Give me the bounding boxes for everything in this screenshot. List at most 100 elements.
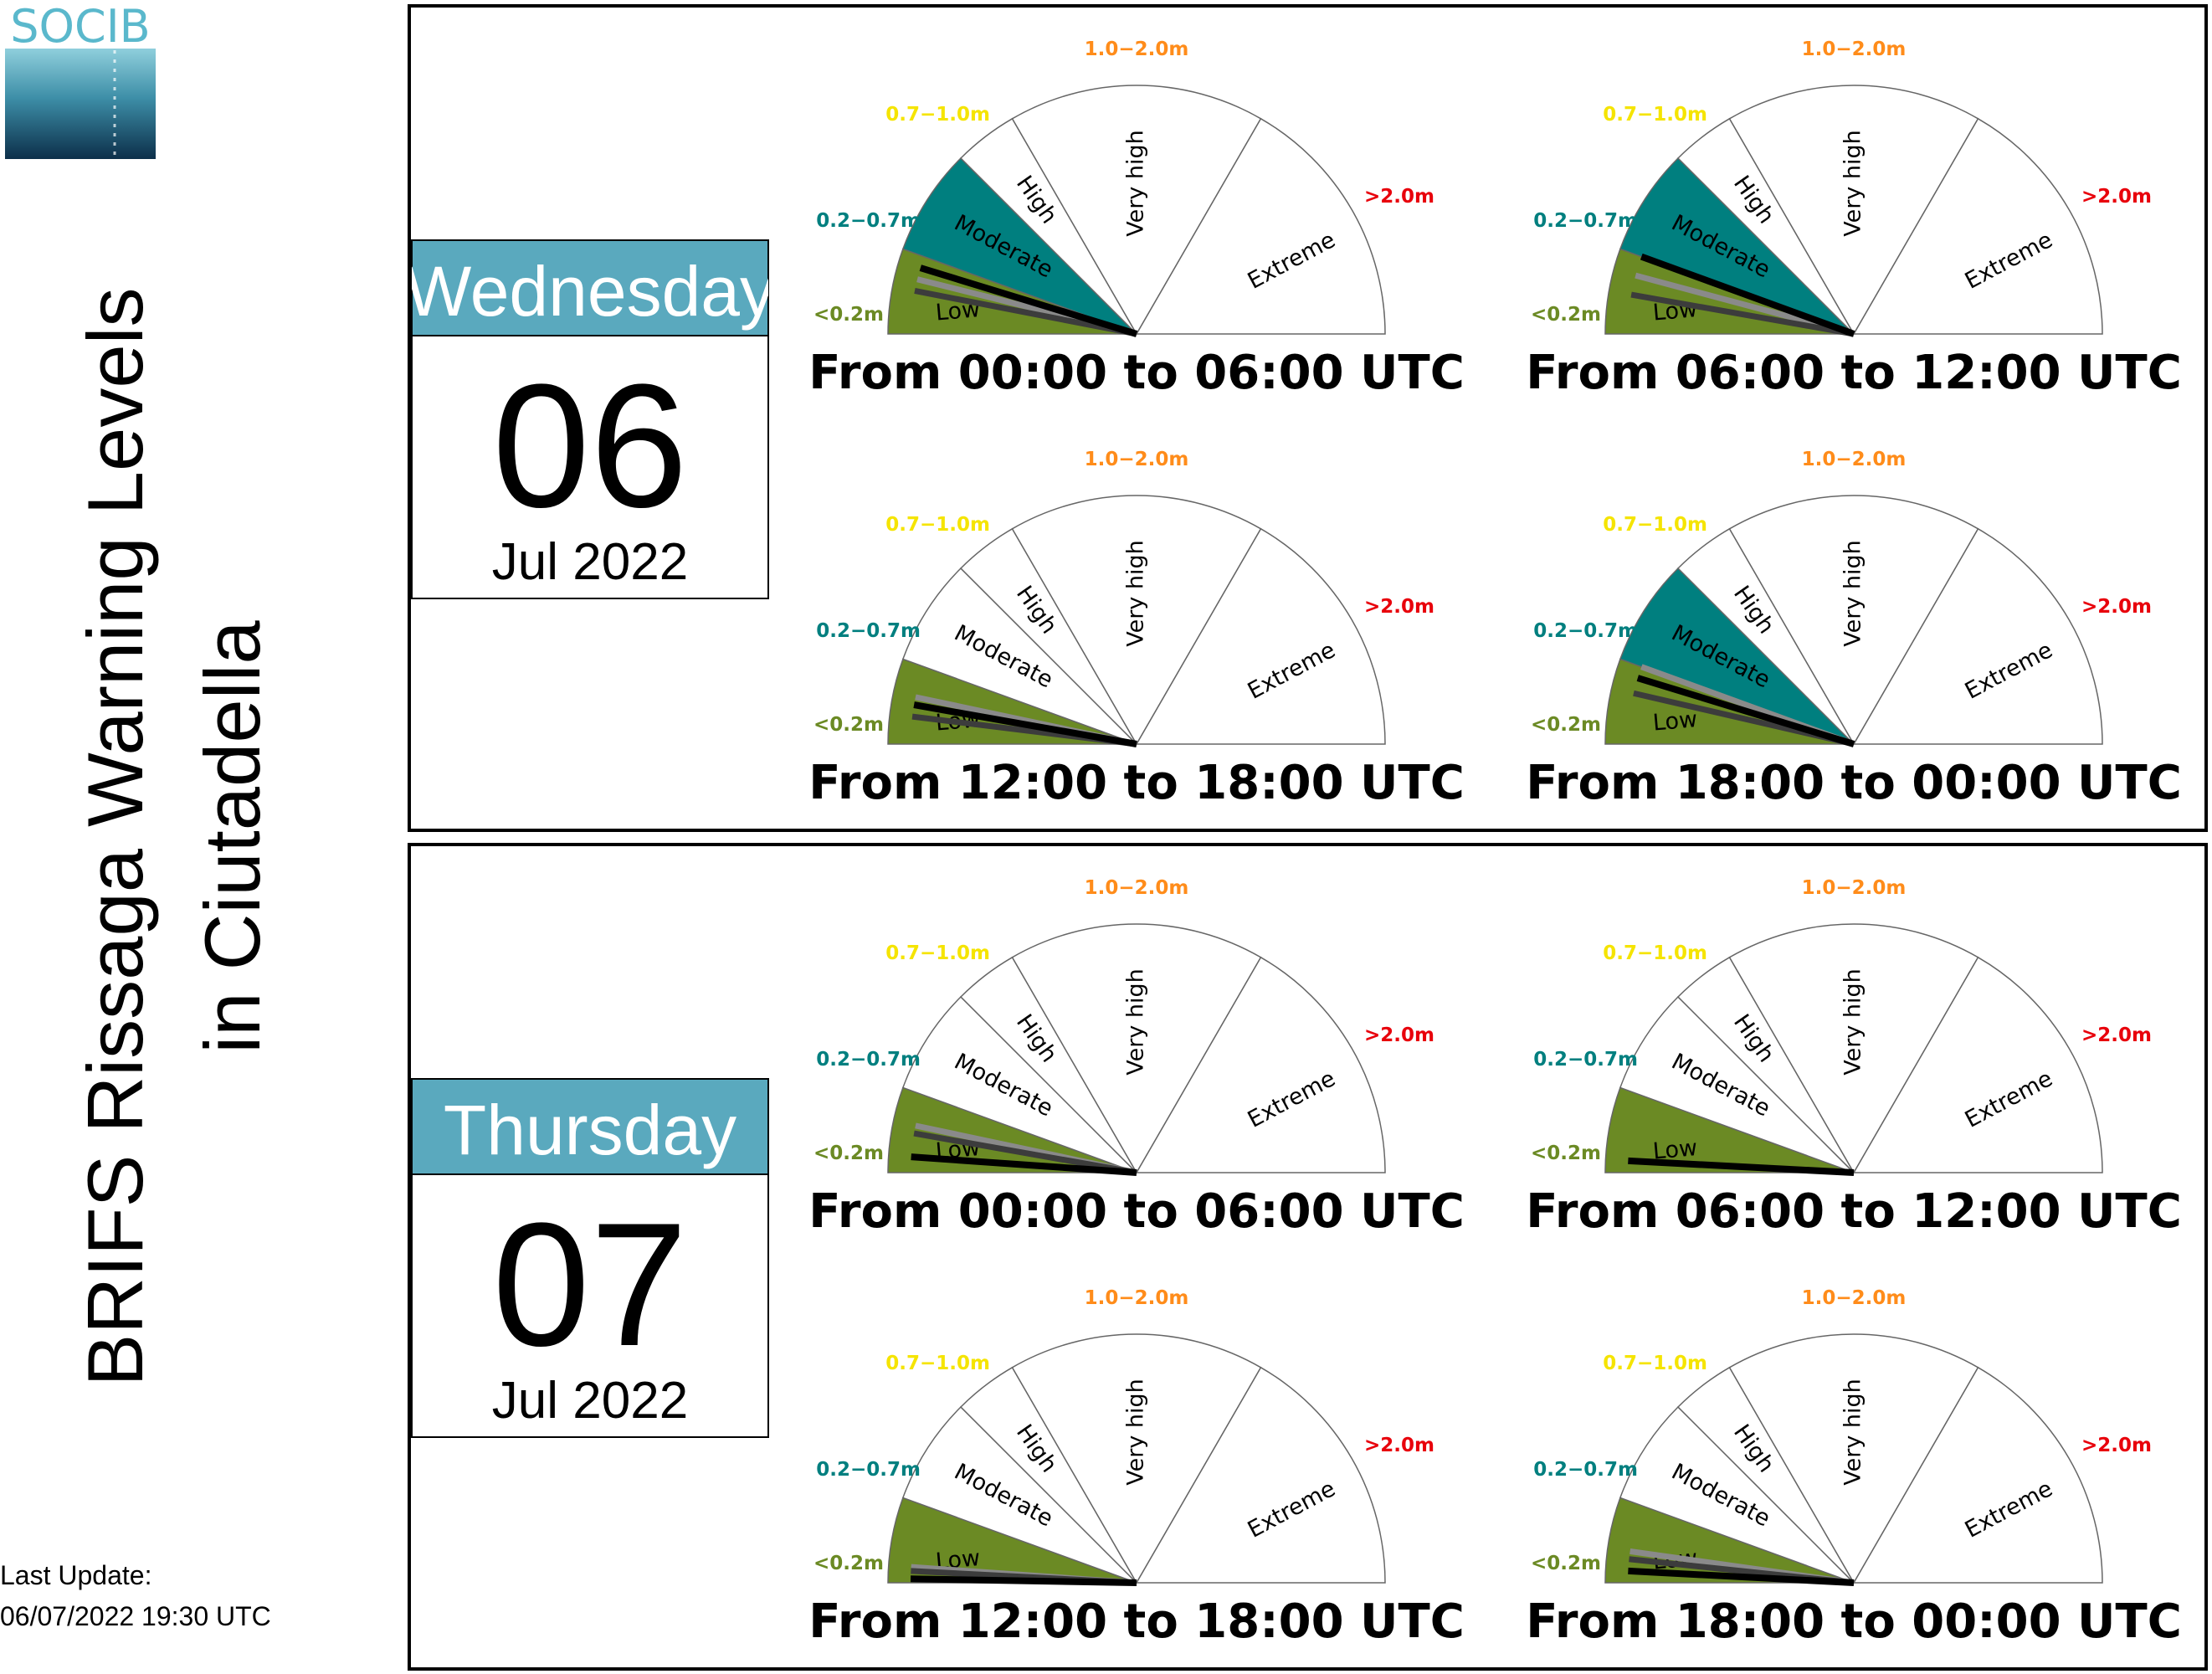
threshold-label: 0.2−0.7m (1533, 1049, 1638, 1071)
threshold-label: <0.2m (813, 304, 884, 326)
threshold-label: <0.2m (813, 714, 884, 736)
threshold-label: 1.0−2.0m (1085, 39, 1189, 60)
logo-text: SOCIB (10, 0, 150, 53)
gauge-zone-moderate (901, 995, 1137, 1173)
period-label: From 18:00 to 00:00 UTC (1526, 1594, 2182, 1649)
gauge-zone-extreme (1135, 527, 1386, 745)
period-label: From 12:00 to 18:00 UTC (808, 1594, 1465, 1649)
date-card (411, 1173, 769, 1438)
gauge-zone-moderate (1619, 1405, 1855, 1584)
zone-label-very_high: Very high (1123, 968, 1149, 1076)
threshold-label: 0.7−1.0m (885, 942, 990, 964)
threshold-label: 0.7−1.0m (1603, 514, 1707, 536)
needle-black (1628, 1567, 1855, 1586)
socib-logo: SOCIB (5, 0, 156, 159)
period-label: From 06:00 to 12:00 UTC (1526, 1184, 2182, 1239)
threshold-label: <0.2m (1531, 1553, 1601, 1574)
zone-label-very_high: Very high (1840, 130, 1866, 237)
threshold-label: 0.7−1.0m (885, 514, 990, 536)
last-update-value: 06/07/2022 19:30 UTC (0, 1601, 271, 1631)
threshold-label: >2.0m (2081, 1435, 2152, 1456)
zone-label-very_high: Very high (1840, 1379, 1866, 1486)
threshold-label: 1.0−2.0m (1085, 449, 1189, 470)
gauge-zone-extreme (1135, 956, 1386, 1173)
gauge-zone-extreme (1852, 527, 2103, 745)
threshold-label: <0.2m (813, 1553, 884, 1574)
weekday-text: Wednesday (405, 252, 775, 331)
threshold-label: 0.2−0.7m (1533, 620, 1638, 642)
title-line1: BRIFS Rissaga Warning Levels (71, 287, 159, 1386)
threshold-label: 1.0−2.0m (1802, 877, 1907, 899)
weekday-text: Thursday (444, 1091, 736, 1169)
zone-label-very_high: Very high (1123, 130, 1149, 237)
threshold-label: >2.0m (2081, 186, 2152, 208)
needle-dark (1630, 291, 1855, 337)
threshold-label: 0.7−1.0m (1603, 942, 1707, 964)
needle-dark (913, 1130, 1137, 1176)
gauge-zone-moderate (1619, 995, 1855, 1173)
period-label: From 06:00 to 12:00 UTC (1526, 346, 2182, 400)
gauge-zone-moderate (1619, 567, 1855, 745)
gauge-zone-extreme (1135, 117, 1386, 335)
threshold-label: <0.2m (1531, 304, 1601, 326)
period-label: From 18:00 to 00:00 UTC (1526, 756, 2182, 810)
needle-black (913, 701, 1137, 747)
gauge-zone-extreme (1135, 1366, 1386, 1584)
needle-black (1628, 1157, 1855, 1176)
threshold-label: 0.7−1.0m (1603, 104, 1707, 126)
needle-black (911, 1153, 1137, 1176)
threshold-label: 1.0−2.0m (1802, 1287, 1907, 1309)
gauge-zone-very_high (1728, 923, 1979, 1174)
gauge-zone-extreme (1852, 1366, 2103, 1584)
zone-label-low: Low (1652, 706, 1699, 737)
threshold-label: >2.0m (2081, 596, 2152, 618)
period-label: From 12:00 to 18:00 UTC (808, 756, 1465, 810)
threshold-label: 0.2−0.7m (816, 620, 921, 642)
threshold-label: 0.7−1.0m (885, 1353, 990, 1374)
logo-wave-mark (5, 49, 156, 159)
gauge-zone-moderate (901, 567, 1137, 745)
threshold-label: >2.0m (1364, 1024, 1434, 1046)
threshold-label: 0.2−0.7m (816, 210, 921, 232)
gauge-zone-very_high (1011, 495, 1262, 746)
gauge-zone-very_high (1728, 1333, 1979, 1584)
threshold-label: >2.0m (1364, 186, 1434, 208)
threshold-label: >2.0m (2081, 1024, 2152, 1046)
threshold-label: 1.0−2.0m (1085, 1287, 1189, 1309)
day-number: 06 (492, 347, 688, 544)
threshold-label: 0.2−0.7m (816, 1049, 921, 1071)
gauge-zone-moderate (901, 157, 1137, 335)
zone-label-very_high: Very high (1123, 1379, 1149, 1486)
gauge-zone-moderate (1619, 157, 1855, 335)
threshold-label: 0.2−0.7m (1533, 1459, 1638, 1481)
needle-black (919, 264, 1138, 337)
gauge-zone-very_high (1728, 85, 1979, 336)
gauge-zone-very_high (1011, 1333, 1262, 1584)
threshold-label: 0.7−1.0m (1603, 1353, 1707, 1374)
zone-label-very_high: Very high (1123, 540, 1149, 647)
gauge-zone-moderate (901, 1405, 1137, 1584)
threshold-label: >2.0m (1364, 596, 1434, 618)
threshold-label: 0.2−0.7m (816, 1459, 921, 1481)
last-update-label: Last Update: (0, 1560, 151, 1590)
threshold-label: 1.0−2.0m (1802, 39, 1907, 60)
gauge-zone-extreme (1852, 956, 2103, 1173)
period-label: From 00:00 to 06:00 UTC (808, 1184, 1465, 1239)
date-card (411, 335, 769, 599)
month-year: Jul 2022 (492, 533, 688, 591)
threshold-label: <0.2m (1531, 1143, 1601, 1164)
gauge-zone-very_high (1011, 923, 1262, 1174)
threshold-label: <0.2m (1531, 714, 1601, 736)
gauge-zone-extreme (1852, 117, 2103, 335)
needle-black (1636, 675, 1855, 747)
